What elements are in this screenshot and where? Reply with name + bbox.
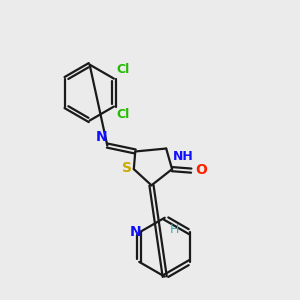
Text: N: N [130,225,142,239]
Text: O: O [195,163,207,177]
Text: S: S [122,161,132,175]
Text: N: N [96,130,108,144]
Text: NH: NH [173,150,194,163]
Text: H: H [169,223,179,236]
Text: Cl: Cl [117,63,130,76]
Text: Cl: Cl [117,108,130,121]
